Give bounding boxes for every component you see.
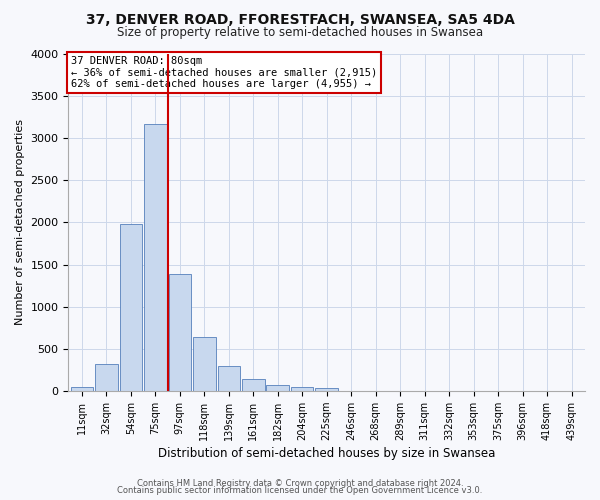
Text: Contains public sector information licensed under the Open Government Licence v3: Contains public sector information licen… (118, 486, 482, 495)
Bar (242, 380, 265, 391)
Bar (291, 387, 313, 391)
Bar (316, 388, 338, 391)
Bar (169, 274, 191, 391)
Bar (119, 224, 142, 391)
Bar (193, 338, 215, 391)
Bar (218, 366, 240, 391)
Bar (144, 124, 167, 391)
Y-axis label: Number of semi-detached properties: Number of semi-detached properties (15, 120, 25, 326)
Bar (266, 384, 289, 391)
Text: 37, DENVER ROAD, FFORESTFACH, SWANSEA, SA5 4DA: 37, DENVER ROAD, FFORESTFACH, SWANSEA, S… (86, 12, 514, 26)
Bar (95, 364, 118, 391)
Text: Contains HM Land Registry data © Crown copyright and database right 2024.: Contains HM Land Registry data © Crown c… (137, 478, 463, 488)
Bar (71, 387, 93, 391)
X-axis label: Distribution of semi-detached houses by size in Swansea: Distribution of semi-detached houses by … (158, 447, 496, 460)
Text: 37 DENVER ROAD: 80sqm
← 36% of semi-detached houses are smaller (2,915)
62% of s: 37 DENVER ROAD: 80sqm ← 36% of semi-deta… (71, 56, 377, 89)
Text: Size of property relative to semi-detached houses in Swansea: Size of property relative to semi-detach… (117, 26, 483, 39)
